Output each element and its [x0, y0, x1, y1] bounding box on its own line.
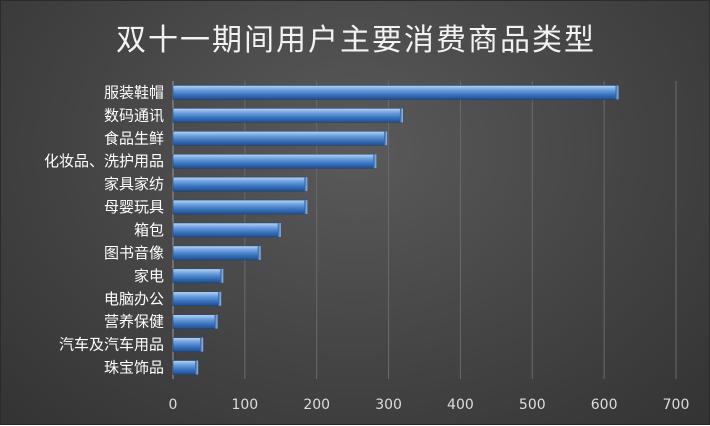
bar: [172, 314, 218, 329]
bar-body: [172, 314, 218, 329]
bar-end-cap: [384, 131, 388, 146]
bar-end-cap: [304, 177, 308, 192]
x-tick-label: 300: [375, 397, 402, 413]
bar-end-cap: [399, 108, 403, 123]
x-tick-label: 600: [591, 397, 618, 413]
bar-end-cap: [200, 337, 204, 352]
bar: [172, 176, 308, 192]
category-label: 箱包: [134, 221, 164, 239]
bar: [172, 108, 404, 123]
bar: [172, 337, 204, 352]
bar: [172, 199, 308, 215]
bar-end-cap: [257, 245, 261, 260]
category-label: 汽车及汽车用品: [59, 336, 164, 354]
bar-end-cap: [277, 223, 281, 237]
x-tick-label: 400: [447, 397, 474, 413]
x-tick-label: 700: [663, 397, 690, 413]
x-tick-label: 0: [169, 397, 178, 413]
category-label: 营养保健: [104, 313, 164, 331]
category-label: 化妆品、洗护用品: [44, 152, 164, 170]
bar-body: [172, 222, 282, 238]
bar: [172, 360, 199, 375]
bar: [172, 222, 282, 238]
bar-body: [172, 153, 377, 169]
category-label: 食品生鲜: [104, 129, 164, 147]
category-label: 家电: [134, 267, 164, 285]
bar-body: [172, 245, 261, 261]
bar-end-cap: [218, 291, 222, 306]
bar: [172, 291, 222, 307]
category-label: 母婴玩具: [104, 198, 164, 216]
x-tick-label: 100: [231, 397, 258, 413]
category-label: 家具家纺: [104, 175, 164, 193]
bar: [172, 268, 224, 284]
bar: [172, 85, 619, 100]
bar: [172, 245, 261, 261]
x-tick-label: 500: [519, 397, 546, 413]
bar-body: [172, 360, 199, 375]
bar-end-cap: [195, 360, 199, 375]
bar-body: [172, 268, 224, 284]
bar: [172, 153, 377, 169]
bar-body: [172, 337, 204, 352]
bar-body: [172, 199, 308, 215]
category-label: 电脑办公: [104, 290, 164, 308]
bar-end-cap: [304, 200, 308, 215]
category-label: 服装鞋帽: [104, 83, 164, 101]
bar-body: [172, 85, 619, 100]
category-label: 数码通讯: [104, 106, 164, 124]
bar-end-cap: [615, 85, 619, 100]
bar: [172, 131, 388, 146]
bar-body: [172, 131, 388, 146]
bar-body: [172, 176, 308, 192]
bar-end-cap: [220, 268, 224, 283]
x-tick-label: 200: [303, 397, 330, 413]
bar-body: [172, 108, 404, 123]
bar-end-cap: [214, 314, 218, 329]
bar-body: [172, 291, 222, 307]
chart-title: 双十一期间用户主要消费商品类型: [116, 23, 596, 58]
category-label: 图书音像: [104, 244, 164, 262]
bar-end-cap: [373, 154, 377, 169]
category-label: 珠宝饰品: [104, 359, 164, 377]
